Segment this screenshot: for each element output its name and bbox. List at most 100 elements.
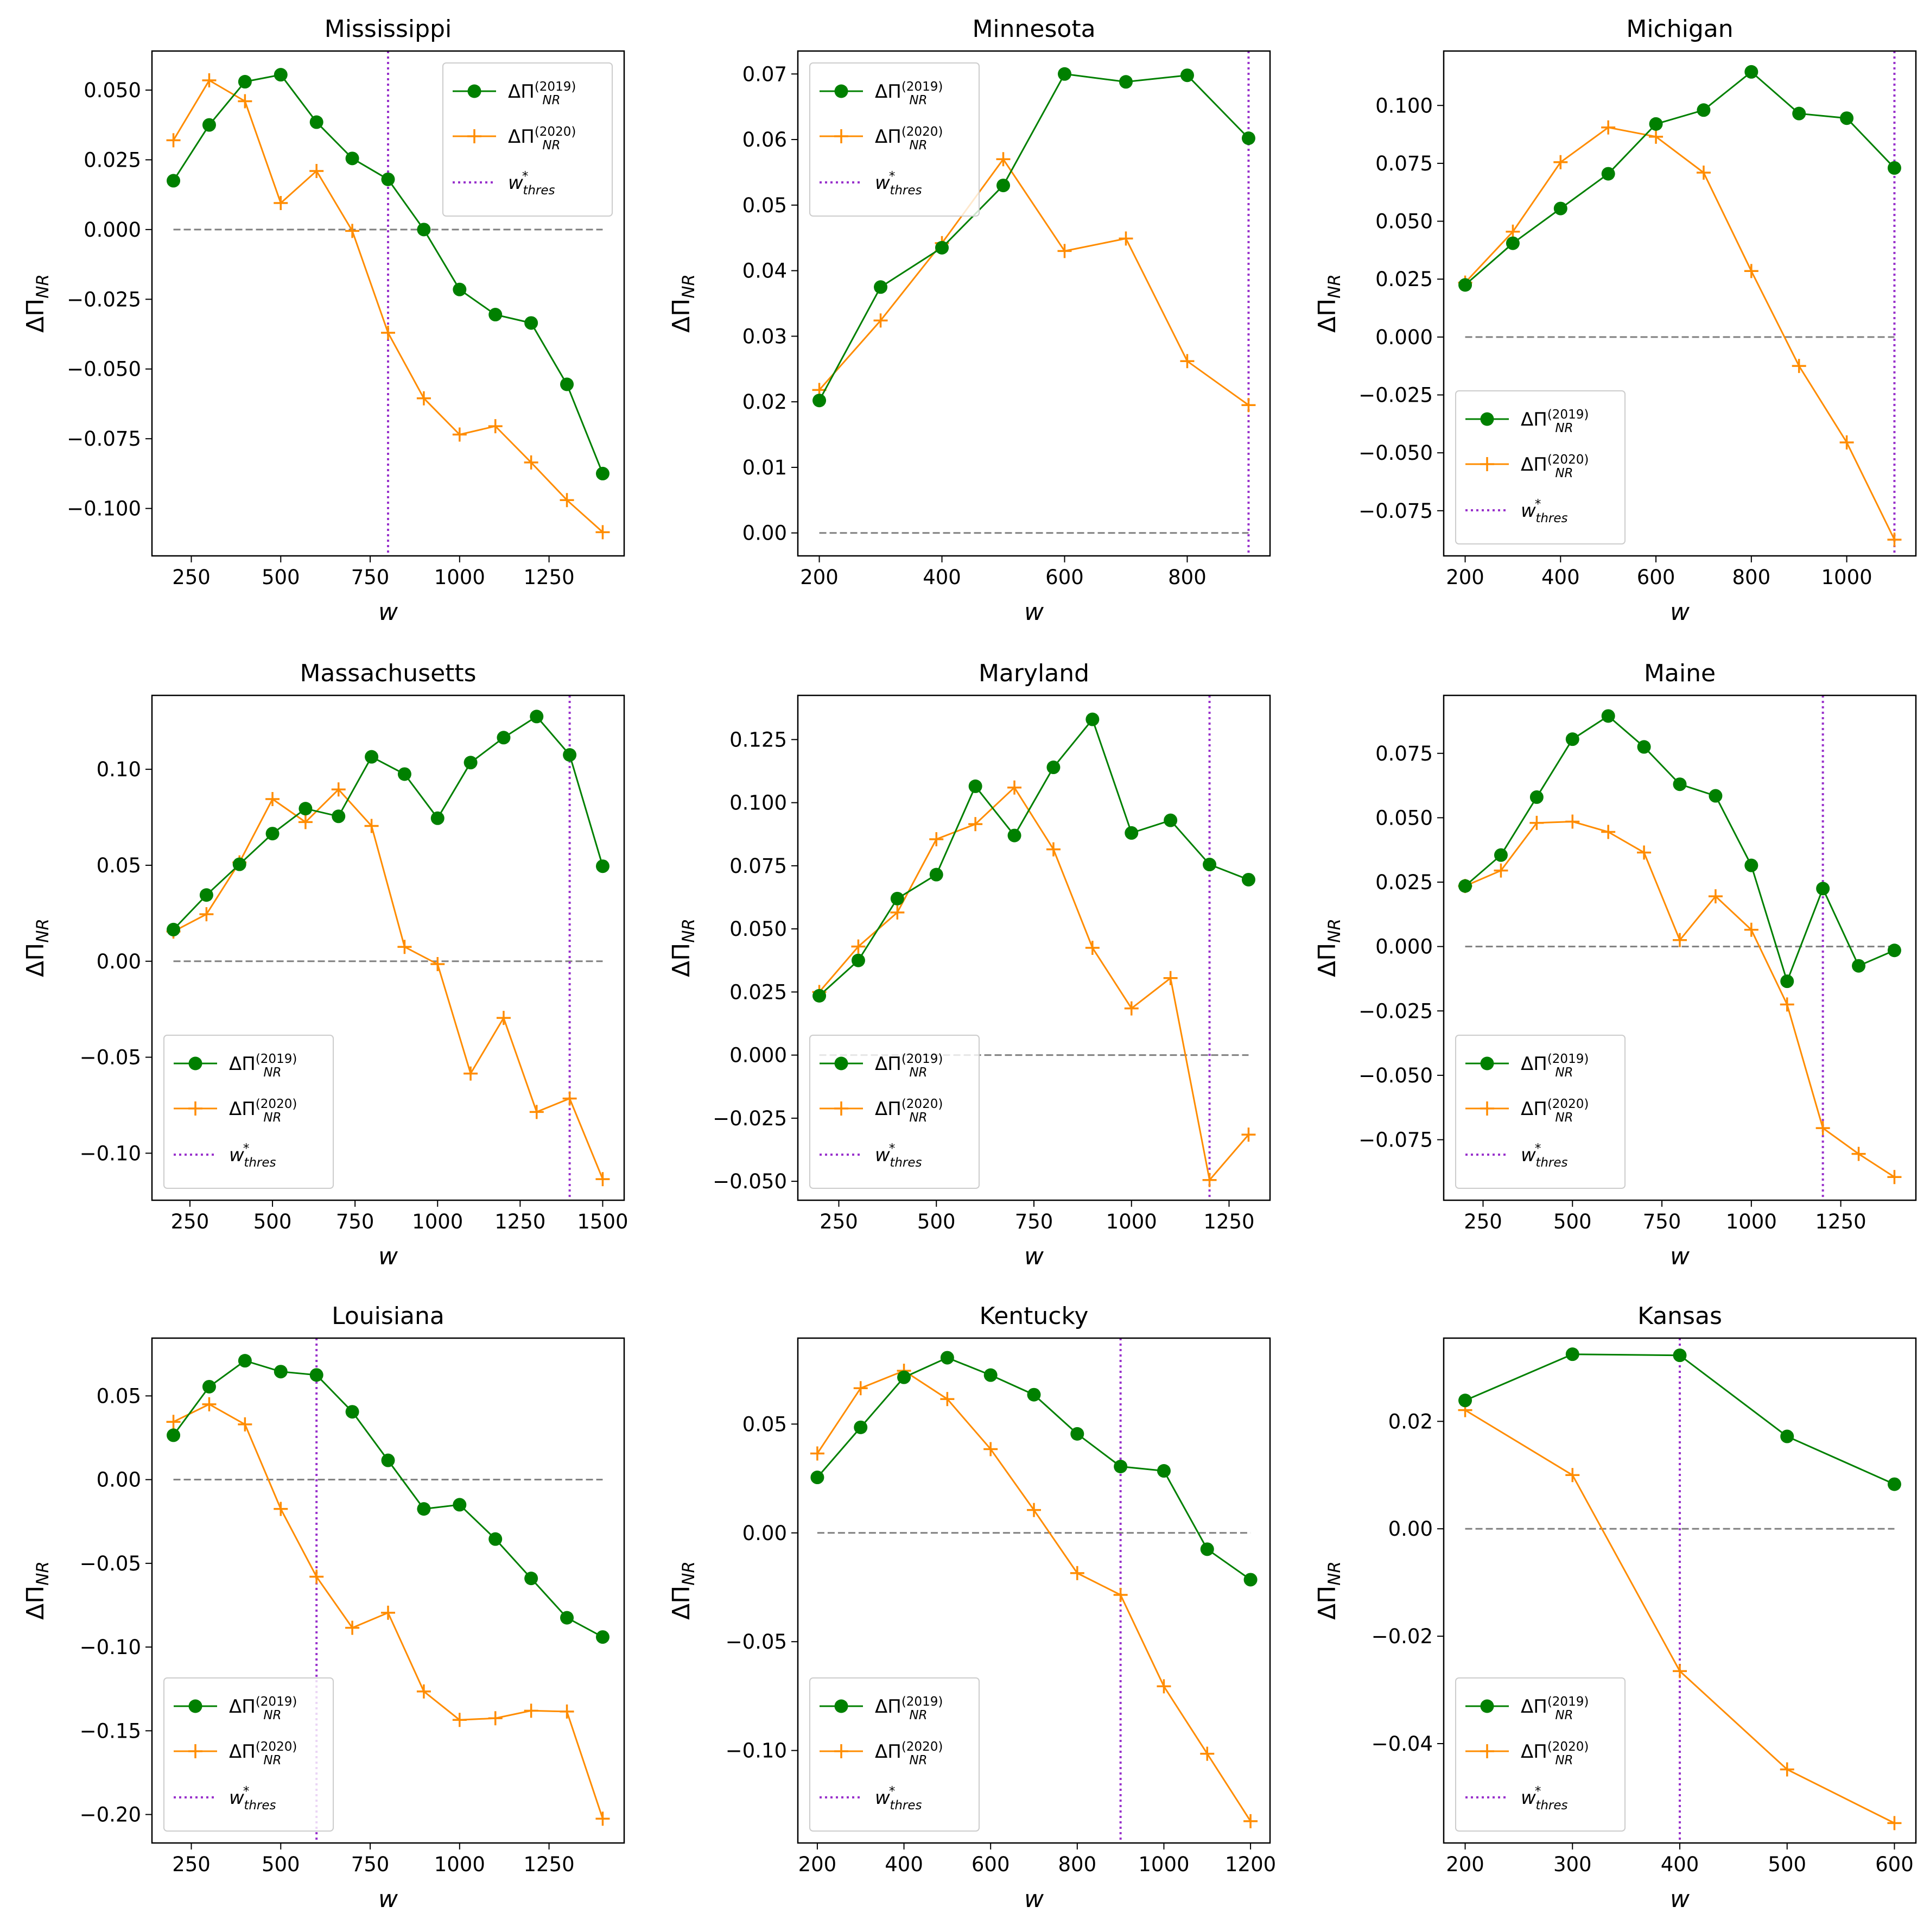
legend-label-sub: NR — [263, 1753, 281, 1768]
legend-label-sup: (2020) — [256, 1740, 297, 1754]
y-tick-label: 0.07 — [742, 62, 787, 86]
legend-label-threshold: w* thres — [1521, 497, 1568, 525]
x-axis-label: w — [378, 1885, 398, 1913]
y-tick-label: 0.125 — [729, 728, 787, 751]
legend-handle-2019-marker — [834, 1056, 848, 1070]
y-tick-label: 0.000 — [729, 1044, 787, 1067]
series-2019-marker — [381, 1453, 395, 1467]
series-2019-marker — [935, 240, 949, 255]
series-2020-line — [818, 157, 1249, 406]
series-2019-marker — [851, 953, 865, 967]
y-axis-label-main: ΔΠ — [22, 299, 49, 333]
series-2019-marker — [299, 802, 313, 816]
y-axis-label-main: ΔΠ — [22, 1586, 49, 1620]
series-2020-marker — [1070, 1566, 1084, 1580]
panel-minnesota: Minnesota 200 400 600 800 0.00 0.01 0.02 0.03 0.0… — [668, 15, 1271, 626]
series-2019-marker — [890, 891, 904, 905]
series-2020-marker — [496, 1011, 511, 1025]
y-tick-label: −0.05 — [726, 1630, 787, 1654]
series-2020-marker — [1649, 129, 1664, 144]
panel-massachusetts: Massachusetts 250 500 750 1000 1250 1500 −0.10 −… — [22, 660, 628, 1270]
legend-label-main: ΔΠ — [229, 1098, 256, 1120]
series-2019-marker — [1816, 882, 1830, 896]
legend-label-sup: (2019) — [901, 80, 943, 94]
legend-handle-2019-marker — [188, 1699, 202, 1713]
x-tick-label: 400 — [923, 566, 961, 589]
x-axis-label: w — [1024, 1885, 1044, 1913]
legend-label-sup: (2020) — [901, 1097, 943, 1111]
series-2019-marker — [874, 280, 888, 294]
y-axis-label-main: ΔΠ — [1313, 299, 1341, 333]
series-2020-marker — [166, 1415, 181, 1429]
legend-box — [1455, 1677, 1626, 1832]
series-2020-marker — [1780, 1762, 1794, 1777]
series-2020-marker — [1119, 231, 1133, 246]
series-2019-marker — [524, 1572, 538, 1586]
legend-handle-2019-marker — [1480, 1699, 1494, 1713]
legend-label-series-2019: ΔΠ(2019) NR — [229, 1052, 297, 1080]
panel-title: Kansas — [1637, 1302, 1722, 1330]
legend-label-series-2019: ΔΠ(2019) NR — [508, 80, 576, 107]
x-tick-label: 250 — [820, 1210, 858, 1233]
series-2019-marker — [1241, 131, 1255, 145]
x-tick-label: 600 — [1875, 1853, 1914, 1876]
series-2020-marker — [166, 133, 181, 148]
legend-label-main: ΔΠ — [229, 1696, 256, 1718]
y-axis-label-sub: NR — [679, 274, 699, 299]
y-tick-label: −0.075 — [67, 427, 141, 451]
legend-box — [1455, 390, 1626, 544]
series-2019-marker — [309, 115, 323, 129]
y-tick-label: 0.04 — [742, 259, 787, 283]
series-2019-marker — [1203, 858, 1217, 872]
panel-title: Massachusetts — [300, 660, 476, 687]
series-2019-marker — [560, 1611, 574, 1625]
legend-label-sub: NR — [542, 138, 560, 153]
y-tick-label: 0.025 — [729, 980, 787, 1004]
y-tick-label: 0.000 — [1375, 326, 1433, 349]
y-tick-label: −0.100 — [67, 497, 141, 521]
series-2019-marker — [1070, 1427, 1084, 1441]
legend-label-main: w — [229, 1144, 244, 1166]
y-tick-label: 0.00 — [1388, 1517, 1433, 1541]
series-2020-marker — [1241, 1127, 1256, 1142]
legend-handle-2020-marker — [1480, 457, 1494, 471]
x-axis-label: w — [1670, 598, 1690, 626]
legend-label-series-2019: ΔΠ(2019) NR — [229, 1695, 297, 1722]
x-tick-label: 1250 — [524, 1853, 575, 1876]
series-2020-line — [173, 788, 604, 1180]
y-tick-label: 0.00 — [97, 1468, 141, 1492]
series-2020-marker — [345, 224, 360, 238]
legend-label-main: ΔΠ — [508, 81, 535, 103]
y-tick-label: 0.06 — [742, 128, 787, 151]
legend-handle-2020-marker — [834, 1101, 848, 1116]
series-2019-marker — [1241, 872, 1255, 886]
series-2019-marker — [1553, 201, 1567, 216]
series-2019-marker — [274, 68, 288, 82]
series-2019-marker — [595, 1630, 610, 1644]
series-2019-marker — [274, 1365, 288, 1379]
series-2019-marker — [202, 118, 216, 132]
y-axis-label-sub: NR — [1325, 919, 1344, 943]
y-tick-label: 0.02 — [742, 390, 787, 414]
axes-frame — [797, 50, 1271, 557]
legend-label-sub: NR — [542, 93, 560, 107]
legend-label-series-2020: ΔΠ(2020) NR — [875, 1097, 943, 1125]
x-tick-label: 500 — [1553, 1210, 1592, 1233]
series-2020-marker — [1157, 1679, 1171, 1694]
panel-title: Michigan — [1626, 15, 1733, 43]
series-2019-marker — [1458, 278, 1472, 292]
series-2019-marker — [940, 1351, 954, 1365]
legend-box — [809, 62, 980, 217]
series-2019-marker — [167, 1428, 181, 1442]
legend-label-sup: (2019) — [1547, 408, 1589, 422]
x-tick-label: 800 — [1058, 1853, 1097, 1876]
x-tick-label: 1250 — [1203, 1210, 1254, 1233]
series-2019-marker — [1673, 1348, 1687, 1363]
y-tick-label: −0.10 — [80, 1636, 141, 1659]
series-2020-marker — [1839, 435, 1854, 449]
series-2020-marker — [1792, 359, 1806, 373]
y-tick-label: 0.05 — [742, 194, 787, 217]
series-2020-marker — [1887, 1170, 1902, 1184]
